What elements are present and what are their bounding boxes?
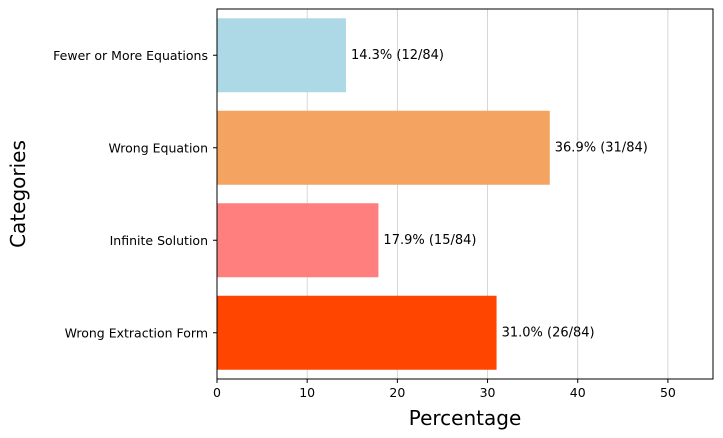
x-tick-label-3: 30 xyxy=(480,385,496,400)
bar-labels: 31.0% (26/84) 17.9% (15/84) 36.9% (31/84) 1… xyxy=(351,48,648,341)
bar-value-label-1: 17.9% (15/84) xyxy=(383,233,476,248)
bar-value-label-3: 14.3% (12/84) xyxy=(351,48,444,63)
y-tick-label-0: Wrong Extraction Form xyxy=(65,325,208,340)
x-tick-label-2: 20 xyxy=(389,385,405,400)
axes: Wrong Extraction Form Infinite Solution Wr… xyxy=(53,8,714,400)
x-axis-title: Percentage xyxy=(409,406,522,430)
y-axis-title: Categories xyxy=(6,140,30,248)
x-tick-label-1: 10 xyxy=(299,385,315,400)
y-tick-label-3: Fewer or More Equations xyxy=(53,48,208,63)
bar-1 xyxy=(217,203,379,278)
bar-3 xyxy=(217,18,346,93)
bar-0 xyxy=(217,295,497,370)
bar-value-label-0: 31.0% (26/84) xyxy=(502,325,595,340)
x-tick-label-4: 40 xyxy=(570,385,586,400)
bars xyxy=(217,18,550,370)
bar-2 xyxy=(217,110,550,185)
bar-value-label-2: 36.9% (31/84) xyxy=(555,140,648,155)
y-tick-label-1: Infinite Solution xyxy=(110,233,208,248)
x-tick-label-0: 0 xyxy=(213,385,221,400)
plot-frame xyxy=(216,8,714,380)
y-tick-label-2: Wrong Equation xyxy=(109,140,209,155)
x-tick-label-5: 50 xyxy=(660,385,676,400)
